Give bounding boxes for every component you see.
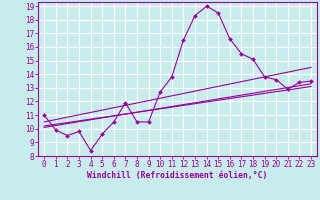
X-axis label: Windchill (Refroidissement éolien,°C): Windchill (Refroidissement éolien,°C) — [87, 171, 268, 180]
